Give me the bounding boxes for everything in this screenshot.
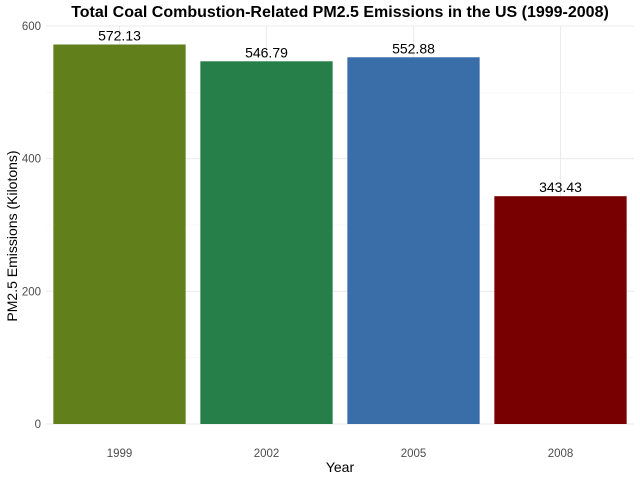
data-label-2002: 546.79 [245,44,288,60]
data-label-1999: 572.13 [98,27,141,43]
data-label-2005: 552.88 [392,40,435,56]
y-axis-title: PM2.5 Emissions (Kilotons) [4,150,20,321]
x-axis-ticks: 1999 2002 2005 2008 [107,448,574,460]
y-tick-label: 400 [22,154,41,166]
x-tick-label: 1999 [107,448,133,460]
bars [53,44,627,425]
bar-2008 [494,196,627,424]
y-tick-label: 600 [22,21,41,33]
y-tick-label: 0 [35,419,41,431]
x-tick-label: 2005 [401,448,427,460]
y-tick-label: 200 [22,286,41,298]
bar-2002 [200,61,333,425]
x-tick-label: 2008 [548,448,574,460]
y-axis-ticks: 0 200 400 600 [22,21,41,431]
chart-title: Total Coal Combustion-Related PM2.5 Emis… [71,4,609,21]
bar-2005 [347,57,480,425]
bar-1999 [53,44,186,425]
x-tick-label: 2002 [254,448,280,460]
x-axis-title: Year [326,459,355,475]
data-label-2008: 343.43 [539,179,582,195]
data-labels: 572.13 546.79 552.88 343.43 [98,27,582,195]
